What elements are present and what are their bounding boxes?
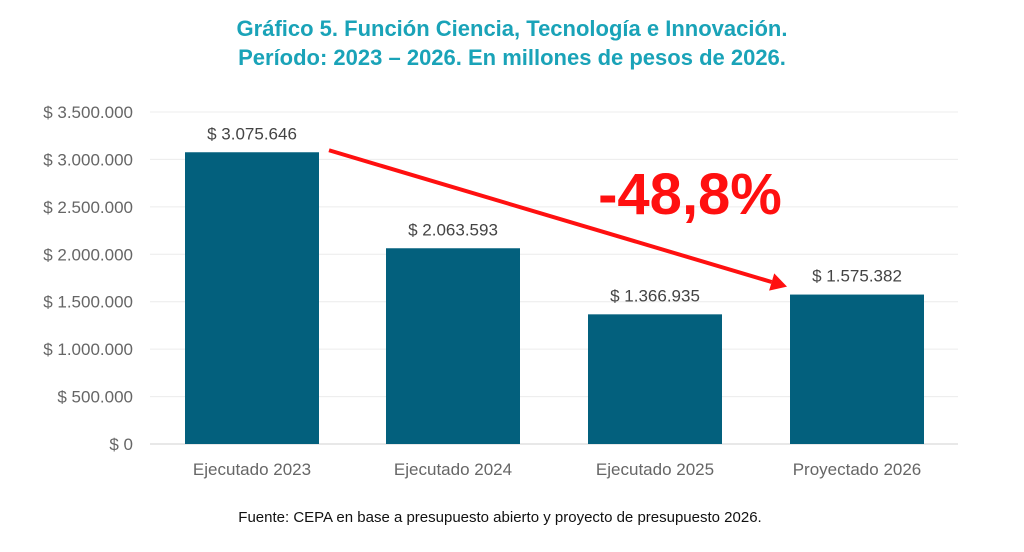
chart-title-line-1: Gráfico 5. Función Ciencia, Tecnología e… — [236, 16, 788, 41]
y-tick-label: $ 2.500.000 — [43, 198, 133, 217]
y-tick-label: $ 1.000.000 — [43, 340, 133, 359]
data-label: $ 1.575.382 — [812, 267, 902, 286]
x-tick-label: Proyectado 2026 — [793, 460, 922, 479]
data-label: $ 3.075.646 — [207, 124, 297, 143]
chart-title-line-2: Período: 2023 – 2026. En millones de pes… — [238, 45, 786, 70]
data-label: $ 1.366.935 — [610, 286, 700, 305]
chart-title: Gráfico 5. Función Ciencia, Tecnología e… — [0, 14, 1024, 72]
change-annotation: -48,8% — [598, 162, 782, 227]
bar — [790, 294, 924, 444]
y-tick-label: $ 0 — [109, 435, 133, 454]
trend-arrow-head — [769, 273, 787, 291]
x-tick-label: Ejecutado 2024 — [394, 460, 512, 479]
data-label: $ 2.063.593 — [408, 220, 498, 239]
x-tick-label: Ejecutado 2023 — [193, 460, 311, 479]
trend-arrow-line — [328, 148, 773, 284]
bar — [588, 314, 722, 444]
bar — [185, 152, 319, 445]
bar — [386, 248, 520, 444]
y-tick-label: $ 3.000.000 — [43, 150, 133, 169]
y-tick-label: $ 500.000 — [57, 388, 133, 407]
y-tick-label: $ 2.000.000 — [43, 245, 133, 264]
x-tick-label: Ejecutado 2025 — [596, 460, 714, 479]
y-tick-label: $ 1.500.000 — [43, 293, 133, 312]
y-tick-label: $ 3.500.000 — [43, 103, 133, 122]
source-note: Fuente: CEPA en base a presupuesto abier… — [238, 509, 762, 526]
